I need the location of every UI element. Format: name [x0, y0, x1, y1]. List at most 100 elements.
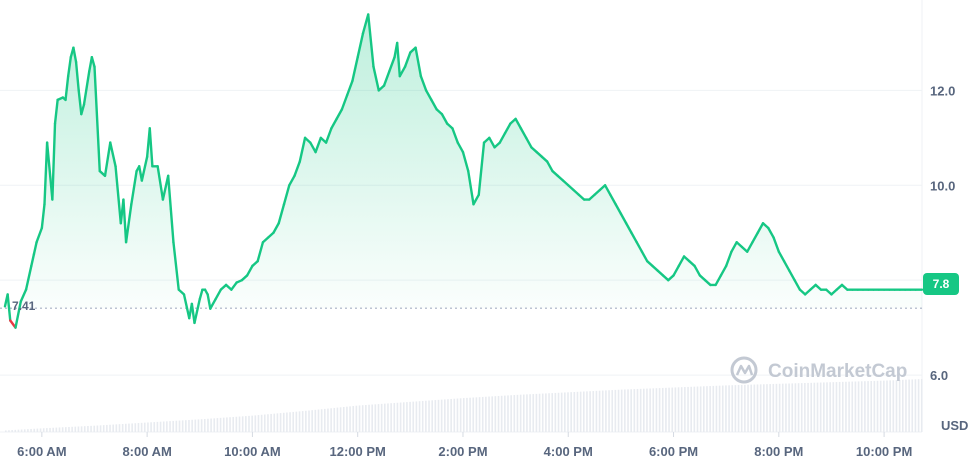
volume-bar [137, 423, 140, 432]
volume-bar [270, 413, 272, 432]
price-line-segment [498, 131, 507, 144]
volume-bar [668, 387, 670, 432]
volume-bar [491, 396, 493, 432]
price-line-segment [719, 264, 728, 277]
volume-bar [848, 381, 850, 432]
volume-bar [649, 388, 651, 432]
volume-bar [807, 382, 809, 432]
volume-bar [399, 402, 402, 432]
price-line-segment [324, 127, 333, 144]
volume-bar [175, 420, 178, 432]
volume-bar [109, 424, 111, 432]
price-line-segment [477, 141, 486, 196]
price-line-segment [472, 193, 480, 206]
price-line-segment [382, 70, 391, 87]
volume-bar [548, 393, 550, 432]
volume-bar [876, 380, 879, 432]
volume-bar [740, 384, 743, 432]
volume-bar [778, 383, 781, 432]
volume-bar [879, 380, 882, 432]
volume-bar [286, 412, 288, 432]
price-line-segment [214, 288, 223, 301]
volume-bar [469, 397, 471, 432]
volume-bar [892, 380, 895, 432]
price-line-segment [630, 231, 638, 244]
volume-bar [601, 390, 604, 432]
volume-bar [788, 383, 790, 432]
volume-bar [222, 417, 225, 432]
watermark-label: CoinMarketCap [768, 361, 907, 382]
volume-bar [336, 407, 339, 432]
price-line-segment [451, 127, 459, 144]
price-area [5, 14, 922, 309]
volume-bar [513, 395, 516, 432]
volume-bar [804, 383, 806, 432]
volume-bar [731, 385, 734, 432]
volume-bar [630, 389, 632, 432]
volume-bar [150, 422, 152, 432]
volume-bar [289, 412, 291, 432]
volume-bar [188, 419, 190, 432]
volume-bar [895, 380, 898, 432]
area-layer [5, 14, 922, 309]
volume-bar [153, 422, 156, 432]
volume-bar [753, 384, 756, 432]
volume-bar [87, 426, 89, 432]
price-line-segment [288, 174, 296, 187]
volume-bar [406, 402, 408, 432]
y-axis: 6.0 10.0 12.0 [930, 83, 955, 383]
volume-bar [314, 409, 317, 432]
volume-bar [301, 411, 304, 432]
volume-bar [684, 387, 686, 432]
volume-bar [462, 398, 465, 432]
volume-bar [845, 381, 847, 432]
volume-bar [706, 386, 708, 432]
volume-bar [889, 380, 891, 432]
volume-bar [725, 385, 727, 432]
volume-bar [579, 391, 582, 432]
volume-bar [112, 424, 114, 432]
volume-bar [96, 425, 99, 432]
volume-bar [516, 394, 519, 432]
volume-bar [349, 406, 351, 432]
volume-bar [819, 382, 822, 432]
price-line-segment [148, 127, 154, 168]
price-line-segment [751, 231, 759, 244]
volume-bar [718, 385, 721, 432]
volume-bar [522, 394, 525, 432]
volume-bar [311, 410, 313, 432]
volume-bar [481, 396, 484, 432]
price-line-segment [414, 46, 423, 78]
volume-bar [551, 393, 554, 432]
volume-bar [241, 416, 244, 432]
volume-bar [93, 425, 96, 432]
volume-bar [23, 429, 26, 432]
volume-bar [229, 417, 231, 432]
volume-bar [709, 386, 711, 432]
volume-bar [529, 394, 531, 432]
price-line-segment [372, 65, 380, 92]
price-line-segment [206, 293, 212, 310]
volume-bar [279, 413, 282, 432]
price-line-segment [51, 122, 57, 201]
volume-bar [519, 394, 522, 432]
price-line-segment [503, 122, 512, 135]
price-line-segment [367, 13, 375, 68]
volume-bar [633, 389, 636, 432]
price-line-segment [272, 222, 280, 234]
volume-bar [750, 384, 752, 432]
price-line-segment [609, 193, 617, 206]
volume-bar [74, 426, 77, 432]
volume-bar [712, 385, 715, 432]
price-line-segment [122, 198, 128, 244]
price-line-segment [430, 98, 438, 111]
coinmarketcap-logo-mark-icon [735, 364, 754, 376]
volume-bar [832, 382, 835, 432]
x-tick-label: 2:00 PM [438, 444, 487, 459]
volume-bar [639, 388, 642, 432]
volume-bar [14, 429, 17, 432]
volume-bar [115, 424, 118, 432]
volume-bar [617, 389, 620, 432]
volume-bar [598, 390, 601, 432]
